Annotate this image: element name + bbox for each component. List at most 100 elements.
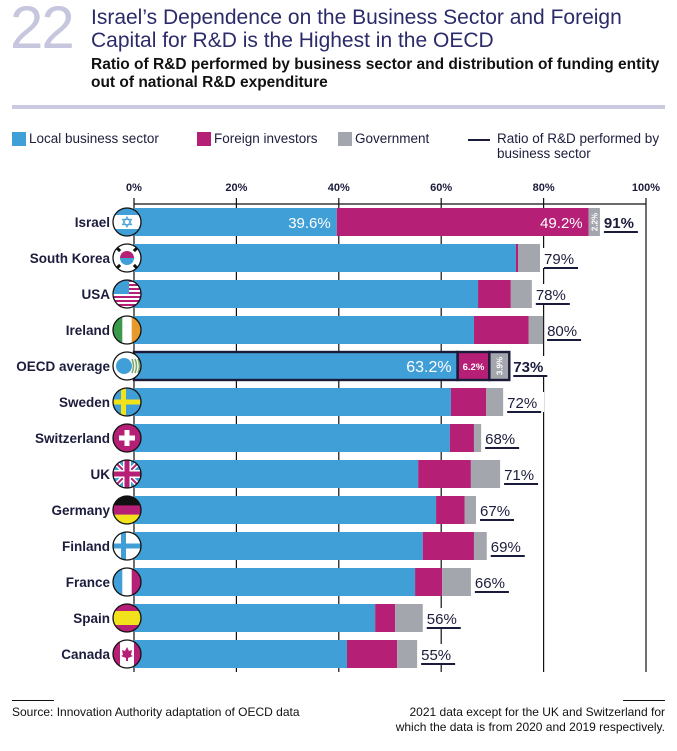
uk-flag-icon — [113, 460, 141, 488]
bar-segment-foreign — [418, 460, 471, 488]
legend-swatch-foreign — [197, 132, 211, 146]
bar-segment-foreign — [436, 496, 465, 524]
bar-row: Sweden 72% — [59, 387, 545, 417]
category-label: Ireland — [66, 323, 110, 338]
category-label: Canada — [61, 647, 110, 662]
footer-divider-left — [12, 700, 54, 701]
bar-segment-local — [134, 460, 419, 488]
figure-number: 22 — [10, 0, 75, 61]
legend-item-local: Local business sector — [12, 131, 159, 146]
usa-flag-border — [112, 279, 142, 309]
bar-segment-foreign — [336, 208, 589, 236]
segment-label-foreign: 6.2% — [463, 362, 485, 373]
total-label-bg — [534, 284, 573, 304]
chart-subtitle: Ratio of R&D performed by business secto… — [91, 56, 660, 91]
legend-label: Ratio of R&D performed by business secto… — [497, 131, 660, 161]
bar-segment-local — [134, 604, 376, 632]
chart-area: 0% 20% 40% 60% 80% 100% Israel 39.6% 49.2% 2.2% 9… — [16, 182, 660, 672]
ireland-flag-border — [112, 315, 142, 345]
bar-row: Spain 56% — [73, 603, 464, 633]
oecd-logo-icon — [113, 352, 141, 380]
bar-segment-foreign — [422, 532, 474, 560]
bar-row: Ireland 80% — [66, 315, 585, 345]
bar-rows: Israel 39.6% 49.2% 2.2% 91% South Korea 79% USA… — [16, 207, 641, 669]
x-tick-label: 100% — [632, 182, 660, 194]
segment-label-government: 3.9% — [495, 357, 504, 375]
bar-segment-government — [464, 496, 477, 524]
data-note-line1: 2021 data except for the UK and Switzerl… — [409, 705, 666, 719]
germany-flag-border — [112, 495, 142, 525]
bar-row: Canada 55% — [61, 639, 459, 669]
bar-row: OECD average 63.2% 6.2% 3.9% 73% — [16, 350, 551, 382]
total-label: 72% — [507, 395, 537, 412]
bar-row: South Korea 79% — [30, 243, 582, 273]
bar-segment-local — [134, 424, 450, 452]
segment-label-government: 2.2% — [590, 213, 599, 231]
total-label-bg — [489, 536, 528, 556]
legend-label: Government — [355, 131, 430, 146]
bar-segment-local — [134, 352, 458, 380]
total-label-bg — [425, 608, 464, 628]
x-tick-label: 60% — [430, 182, 452, 194]
switzerland-flag-icon — [113, 424, 141, 452]
bar-segment-government — [528, 316, 544, 344]
uk-flag-border — [112, 459, 142, 489]
bar-segment-government — [473, 532, 487, 560]
category-label: Finland — [62, 539, 110, 554]
data-note: 2021 data except for the UK and Switzerl… — [396, 705, 665, 735]
category-label: Spain — [73, 611, 110, 626]
total-label: 73% — [513, 359, 543, 376]
legend-swatch-government — [338, 132, 352, 146]
bar-segment-government — [473, 424, 482, 452]
category-label: France — [66, 575, 111, 590]
total-label: 69% — [491, 539, 521, 556]
ireland-flag-icon — [113, 316, 141, 344]
bar-row: Switzerland 68% — [35, 423, 523, 453]
legend-swatch-local — [12, 132, 26, 146]
total-label: 80% — [547, 323, 577, 340]
total-label: 71% — [504, 467, 534, 484]
x-tick-label: 80% — [533, 182, 555, 194]
bar-segment-foreign — [375, 604, 396, 632]
total-label: 68% — [485, 431, 515, 448]
total-label-bg — [546, 320, 585, 340]
total-label: 78% — [536, 287, 566, 304]
segment-label-foreign: 49.2% — [540, 215, 583, 232]
source-note: Source: Innovation Authority adaptation … — [12, 705, 300, 719]
bar-segment-government — [395, 604, 423, 632]
spain-flag-border — [112, 603, 142, 633]
usa-flag-icon — [113, 280, 141, 308]
legend: Local business sector Foreign investors … — [12, 131, 672, 171]
bar-segment-government — [588, 208, 600, 236]
bar-segment-local — [134, 388, 451, 416]
bar-segment-foreign — [473, 316, 529, 344]
segment-label-local: 39.6% — [288, 215, 331, 232]
bar-segment-government — [486, 388, 504, 416]
bar-segment-foreign — [449, 424, 474, 452]
total-label-bg — [543, 248, 582, 268]
total-label-bg — [506, 392, 545, 412]
bar-segment-foreign — [450, 388, 487, 416]
total-label-bg — [484, 428, 523, 448]
bar-row: France 66% — [66, 567, 512, 597]
bar-segment-foreign — [457, 352, 490, 380]
x-axis-ticks: 0% 20% 40% 60% 80% 100% — [126, 182, 660, 194]
header-divider — [12, 105, 665, 109]
legend-item-government: Government — [338, 131, 429, 146]
south-korea-flag-border — [112, 243, 142, 273]
category-label: Germany — [51, 503, 110, 518]
x-tick-label: 40% — [328, 182, 350, 194]
israel-flag-icon — [113, 208, 141, 236]
total-label: 91% — [604, 215, 634, 232]
bar-row: Finland 69% — [62, 531, 528, 561]
bar-row: Israel 39.6% 49.2% 2.2% 91% — [75, 207, 641, 237]
total-label-bg — [420, 644, 459, 664]
category-label: Switzerland — [35, 431, 110, 446]
total-label-bg — [479, 500, 518, 520]
bar-segment-government — [442, 568, 471, 596]
finland-flag-border — [112, 531, 142, 561]
france-flag-border — [112, 567, 142, 597]
bar-segment-local — [134, 208, 337, 236]
bar-segment-government — [518, 244, 541, 272]
total-label-bg — [473, 572, 512, 592]
